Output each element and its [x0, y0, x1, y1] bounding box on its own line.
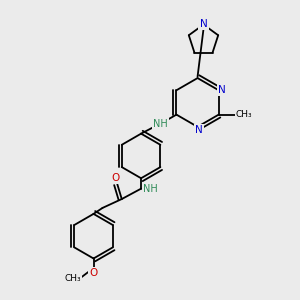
Text: CH₃: CH₃ — [236, 110, 252, 119]
Text: O: O — [112, 173, 120, 183]
Text: NH: NH — [153, 118, 167, 128]
Text: NH: NH — [143, 184, 158, 194]
Text: O: O — [89, 268, 98, 278]
Text: N: N — [195, 125, 203, 135]
Text: N: N — [200, 19, 207, 29]
Text: N: N — [218, 85, 226, 95]
Text: CH₃: CH₃ — [64, 274, 81, 283]
